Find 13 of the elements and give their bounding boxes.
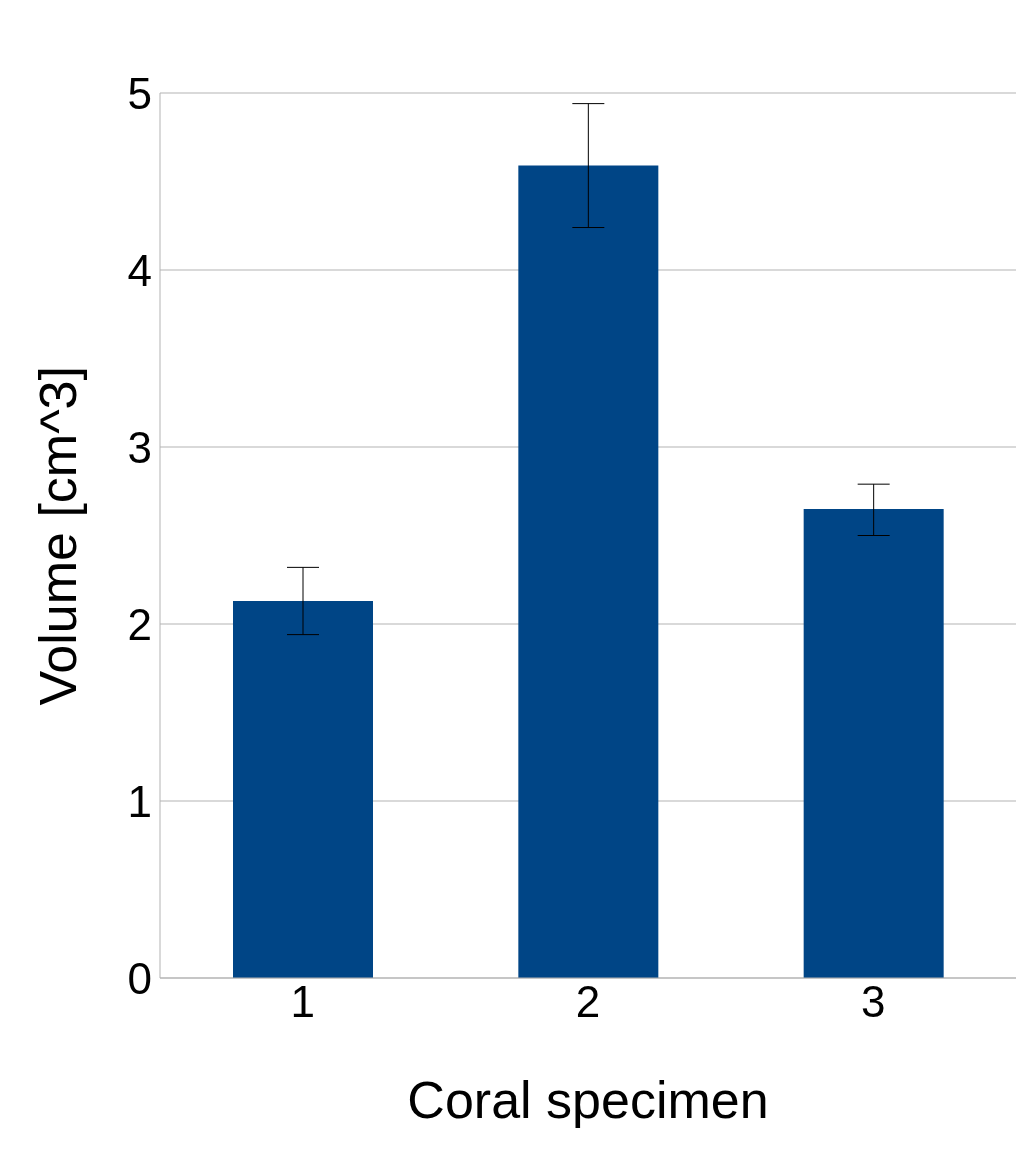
y-tick-label: 1 <box>127 776 152 826</box>
y-axis-title: Volume [cm^3] <box>29 366 88 706</box>
x-tick-label: 2 <box>575 977 601 1027</box>
x-tick-label: 1 <box>290 977 315 1027</box>
y-tick-label: 0 <box>127 953 152 1003</box>
x-tick-label: 3 <box>861 977 886 1027</box>
y-tick-label: 5 <box>127 68 152 118</box>
y-tick-label: 4 <box>127 245 152 295</box>
bar <box>803 508 944 978</box>
y-tick-label: 3 <box>127 422 152 472</box>
y-tick-label: 2 <box>127 599 152 649</box>
bar <box>233 600 373 978</box>
bar <box>518 165 659 978</box>
